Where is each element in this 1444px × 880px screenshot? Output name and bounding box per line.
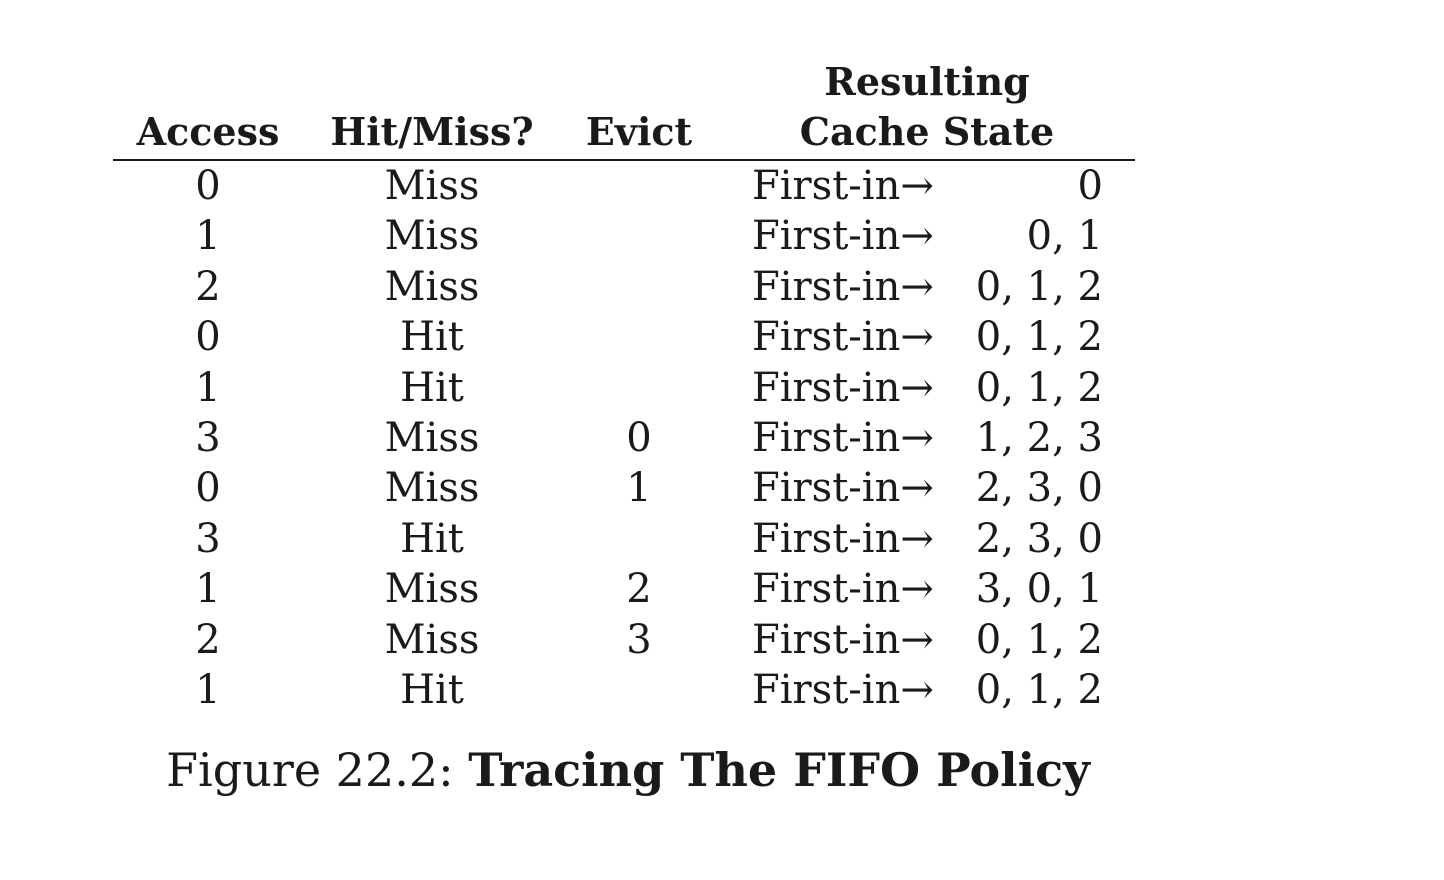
access-cell: 1 [195, 364, 221, 411]
first-in-marker: First-in→ [752, 213, 934, 260]
access-cell: 0 [195, 465, 221, 512]
access-cell: 0 [195, 314, 221, 361]
figure-caption: Figure 22.2: Tracing The FIFO Policy [166, 742, 1090, 798]
header-state-line2: Cache State [799, 109, 1055, 154]
first-in-marker: First-in→ [752, 314, 934, 361]
hit-miss-cell: Hit [400, 364, 464, 411]
first-in-marker: First-in→ [752, 616, 934, 663]
table-row: 1 Miss First-in→ 0, 1 [0, 211, 1444, 261]
hit-miss-cell: Hit [400, 515, 464, 562]
cache-state-cell: 0, 1, 2 [975, 364, 1103, 411]
table-row: 0 Hit First-in→ 0, 1, 2 [0, 312, 1444, 362]
access-cell: 0 [195, 163, 221, 209]
access-cell: 2 [195, 616, 221, 663]
hit-miss-cell: Miss [384, 163, 480, 209]
cache-state-cell: 0, 1, 2 [975, 616, 1103, 663]
evict-cell: 3 [626, 616, 652, 663]
header-access: Access [136, 109, 280, 154]
table-body: 0 Miss First-in→ 0 1 Miss First-in→ 0, 1 2 Miss Fi… [0, 161, 1444, 715]
hit-miss-cell: Miss [384, 616, 480, 663]
table-row: 2 Miss First-in→ 0, 1, 2 [0, 262, 1444, 312]
hit-miss-cell: Miss [384, 566, 480, 613]
table-row: 1 Hit First-in→ 0, 1, 2 [0, 665, 1444, 715]
first-in-marker: First-in→ [752, 163, 934, 209]
table-row: 1 Hit First-in→ 0, 1, 2 [0, 363, 1444, 413]
hit-miss-cell: Miss [384, 414, 480, 461]
first-in-marker: First-in→ [752, 465, 934, 512]
table-row: 0 Miss 1 First-in→ 2, 3, 0 [0, 463, 1444, 513]
access-cell: 2 [195, 263, 221, 310]
access-cell: 3 [195, 414, 221, 461]
access-cell: 1 [195, 566, 221, 613]
access-cell: 1 [195, 666, 221, 713]
first-in-marker: First-in→ [752, 515, 934, 562]
table-row: 1 Miss 2 First-in→ 3, 0, 1 [0, 564, 1444, 614]
hit-miss-cell: Miss [384, 263, 480, 310]
table-row: 0 Miss First-in→ 0 [0, 161, 1444, 211]
caption-prefix: Figure 22.2: [166, 743, 469, 797]
first-in-marker: First-in→ [752, 263, 934, 310]
header-state-line1: Resulting [824, 59, 1030, 104]
hit-miss-cell: Hit [400, 314, 464, 361]
cache-state-cell: 2, 3, 0 [975, 465, 1103, 512]
header-hit-miss: Hit/Miss? [330, 109, 534, 154]
hit-miss-cell: Hit [400, 666, 464, 713]
first-in-marker: First-in→ [752, 566, 934, 613]
hit-miss-cell: Miss [384, 465, 480, 512]
evict-cell: 0 [626, 414, 652, 461]
cache-state-cell: 0, 1, 2 [975, 314, 1103, 361]
first-in-marker: First-in→ [752, 414, 934, 461]
cache-state-cell: 0, 1, 2 [975, 666, 1103, 713]
table-row: 3 Miss 0 First-in→ 1, 2, 3 [0, 413, 1444, 463]
table-row: 2 Miss 3 First-in→ 0, 1, 2 [0, 615, 1444, 665]
header-rule [113, 159, 1135, 161]
header-evict: Evict [585, 109, 693, 154]
cache-state-cell: 3, 0, 1 [975, 566, 1103, 613]
caption-title: Tracing The FIFO Policy [468, 743, 1090, 797]
access-cell: 1 [195, 213, 221, 260]
access-cell: 3 [195, 515, 221, 562]
cache-state-cell: 1, 2, 3 [975, 414, 1103, 461]
cache-state-cell: 0, 1 [1026, 213, 1103, 260]
hit-miss-cell: Miss [384, 213, 480, 260]
first-in-marker: First-in→ [752, 364, 934, 411]
cache-state-cell: 0, 1, 2 [975, 263, 1103, 310]
first-in-marker: First-in→ [752, 666, 934, 713]
table-row: 3 Hit First-in→ 2, 3, 0 [0, 514, 1444, 564]
cache-state-cell: 0 [1077, 163, 1103, 209]
cache-state-cell: 2, 3, 0 [975, 515, 1103, 562]
evict-cell: 2 [626, 566, 652, 613]
evict-cell: 1 [626, 465, 652, 512]
